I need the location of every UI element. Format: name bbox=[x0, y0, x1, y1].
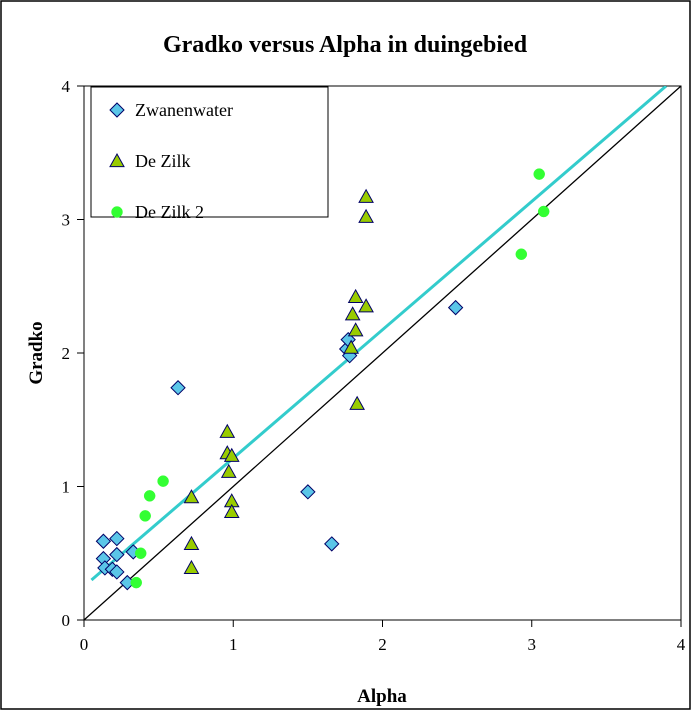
de-zilk-point bbox=[358, 188, 374, 203]
de-zilk-point bbox=[183, 559, 200, 575]
x-tick-label: 1 bbox=[229, 635, 238, 654]
zwanenwater-point bbox=[109, 546, 125, 563]
y-axis-label: Gradko bbox=[26, 321, 47, 384]
de-zilk-point bbox=[183, 489, 200, 504]
zwanenwater-point bbox=[447, 299, 464, 316]
legend-marker-de-zilk-2 bbox=[111, 206, 123, 218]
de-zilk-point bbox=[347, 322, 364, 337]
x-tick-label: 0 bbox=[80, 635, 89, 654]
de-zilk-2-point bbox=[533, 168, 545, 180]
de-zilk-point bbox=[358, 208, 374, 223]
y-tick-label: 1 bbox=[62, 478, 71, 497]
de-zilk-point bbox=[223, 503, 240, 518]
legend-marker-zwanenwater bbox=[109, 102, 125, 118]
de-zilk-point bbox=[223, 447, 240, 462]
legend-marker-de-zilk bbox=[109, 152, 125, 168]
legend-label-de-zilk-2: De Zilk 2 bbox=[135, 202, 204, 222]
de-zilk-point bbox=[183, 535, 200, 551]
de-zilk-2-point bbox=[537, 205, 550, 218]
de-zilk-2-point bbox=[143, 490, 156, 502]
y-tick-label: 2 bbox=[62, 344, 71, 363]
y-tick-label: 3 bbox=[62, 211, 71, 230]
legend: Zwanenwater De Zilk De Zilk 2 bbox=[90, 86, 329, 222]
identity-line bbox=[84, 86, 681, 620]
de-zilk-2-point bbox=[515, 248, 528, 260]
zwanenwater-point bbox=[109, 564, 125, 580]
de-zilk-point bbox=[347, 288, 364, 304]
y-tick-label: 4 bbox=[62, 77, 71, 96]
zwanenwater-point bbox=[170, 380, 186, 396]
de-zilk-point bbox=[349, 395, 365, 410]
legend-box bbox=[90, 86, 329, 218]
x-tick-label: 3 bbox=[528, 635, 537, 654]
x-tick-label: 2 bbox=[378, 635, 387, 654]
legend-label-de-zilk: De Zilk bbox=[135, 151, 191, 171]
axes: 0 1 2 3 4 0 1 2 3 4 bbox=[62, 77, 686, 654]
data-points bbox=[95, 168, 550, 591]
y-tick-label: 0 bbox=[62, 611, 71, 630]
de-zilk-point bbox=[220, 463, 237, 478]
chart-title: Gradko versus Alpha in duingebied bbox=[163, 32, 528, 58]
de-zilk-point bbox=[343, 339, 360, 354]
de-zilk-2-point bbox=[130, 576, 142, 589]
de-zilk-2-point bbox=[134, 547, 147, 559]
zwanenwater-point bbox=[324, 536, 340, 552]
x-tick-label: 4 bbox=[677, 635, 686, 654]
zwanenwater-point bbox=[95, 533, 112, 549]
de-zilk-2-point bbox=[139, 510, 151, 522]
de-zilk-2-point bbox=[157, 475, 169, 487]
de-zilk-point bbox=[344, 306, 361, 321]
legend-label-zwanenwater: Zwanenwater bbox=[135, 100, 233, 120]
de-zilk-point bbox=[358, 298, 374, 313]
zwanenwater-point bbox=[300, 484, 316, 500]
zwanenwater-point bbox=[109, 530, 125, 547]
de-zilk-point bbox=[219, 423, 236, 438]
x-axis-label: Alpha bbox=[357, 686, 407, 707]
